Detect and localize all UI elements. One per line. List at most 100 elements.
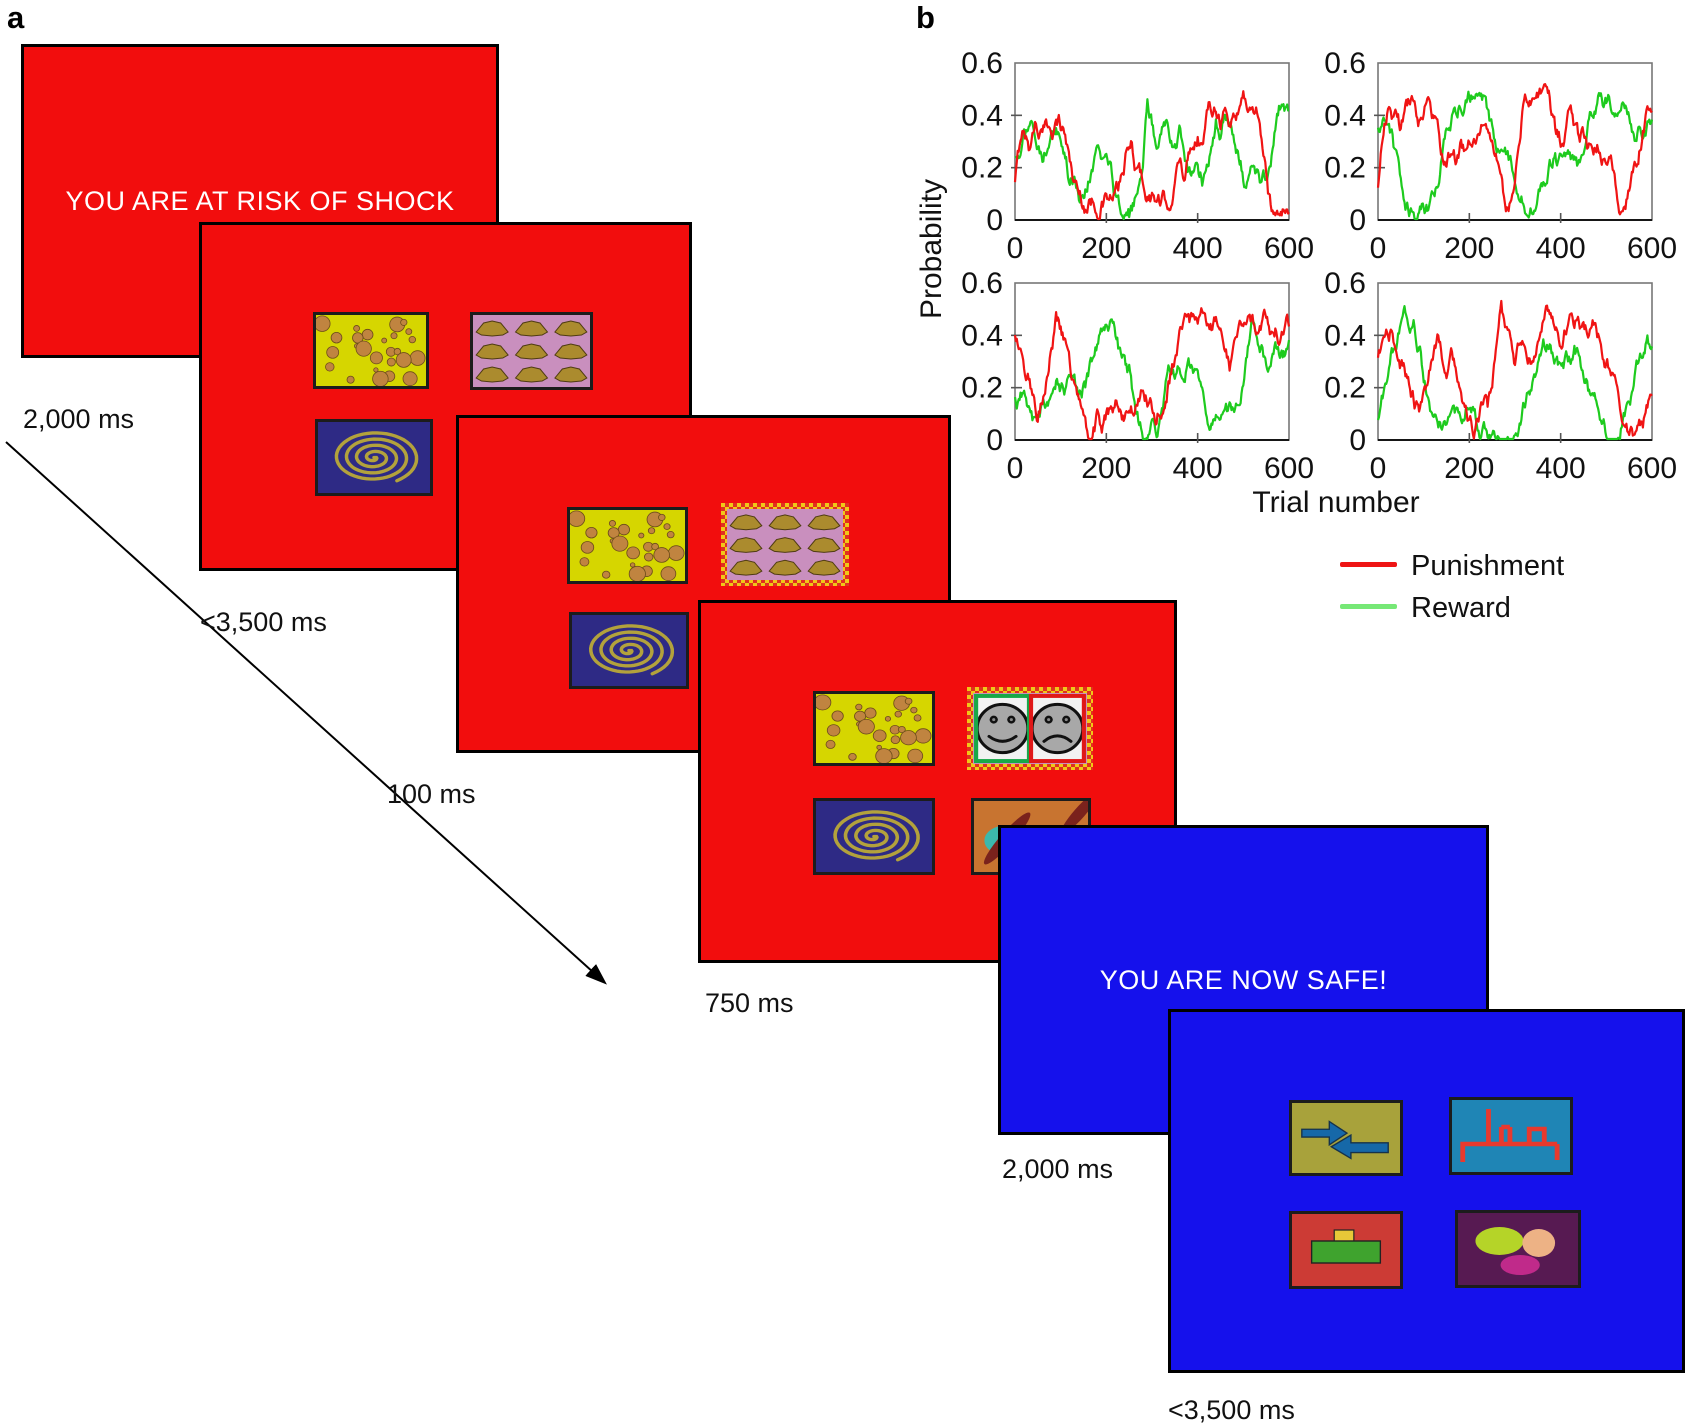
dot bbox=[330, 331, 343, 344]
pie-shape bbox=[807, 559, 841, 576]
reward-legend-swatch bbox=[1340, 604, 1397, 609]
dot bbox=[585, 526, 598, 539]
dot bbox=[316, 315, 331, 332]
pie-shape bbox=[729, 514, 763, 531]
dot bbox=[660, 566, 677, 581]
dot bbox=[658, 513, 666, 521]
y-tick-label: 0.4 bbox=[961, 319, 1003, 352]
eye-center bbox=[992, 718, 996, 722]
stimulus-dots bbox=[313, 312, 429, 389]
pie-shape bbox=[554, 343, 588, 360]
sad-mouth bbox=[1042, 734, 1073, 743]
dot bbox=[607, 527, 620, 539]
pies-art bbox=[727, 509, 843, 580]
panel-a-label: a bbox=[7, 0, 25, 35]
y-tick-label: 0.4 bbox=[961, 99, 1003, 132]
dot bbox=[894, 710, 902, 718]
skyline-lines bbox=[1460, 1109, 1560, 1162]
y-tick-label: 0.2 bbox=[961, 152, 1003, 185]
dot bbox=[405, 328, 413, 335]
pie-shape bbox=[807, 514, 841, 531]
dots-art bbox=[816, 694, 932, 763]
pie-shape bbox=[554, 366, 588, 383]
stimulus-spiral bbox=[315, 419, 433, 496]
dot bbox=[608, 520, 616, 527]
left-arrow bbox=[1329, 1133, 1389, 1160]
reward-line bbox=[1014, 98, 1290, 221]
dot bbox=[884, 716, 891, 722]
dot bbox=[666, 531, 675, 539]
dot bbox=[346, 375, 355, 384]
spiral-curve bbox=[833, 810, 920, 862]
stimulus-blocks bbox=[1289, 1211, 1403, 1289]
chart-bottom-left: 0 0.2 0.4 0.6 0 200 400 600 bbox=[961, 267, 1314, 485]
dot bbox=[897, 726, 906, 734]
dot bbox=[629, 562, 636, 568]
pies-art bbox=[473, 315, 590, 387]
happy-frame bbox=[974, 693, 1032, 764]
green-block bbox=[1310, 1240, 1382, 1264]
punishment-legend-label: Punishment bbox=[1411, 550, 1565, 582]
magenta-ellipse bbox=[1500, 1255, 1540, 1275]
dot bbox=[848, 753, 857, 761]
x-tick-label: 400 bbox=[1536, 452, 1586, 485]
punishment-line bbox=[1376, 299, 1653, 440]
pie-shape bbox=[768, 559, 802, 576]
dot bbox=[626, 546, 640, 560]
plot-border bbox=[1377, 62, 1653, 221]
reward-line bbox=[1376, 305, 1654, 441]
x-tick-label: 0 bbox=[1370, 232, 1387, 265]
y-tick-label: 0.6 bbox=[1324, 47, 1366, 80]
stimulus-pies bbox=[470, 312, 593, 390]
dot bbox=[352, 332, 364, 344]
dot bbox=[890, 735, 901, 745]
x-tick-label: 600 bbox=[1264, 452, 1314, 485]
duration-label: <3,500 ms bbox=[200, 607, 327, 637]
dot bbox=[857, 718, 875, 735]
pie-shape bbox=[514, 366, 549, 383]
x-tick-label: 400 bbox=[1173, 232, 1223, 265]
x-tick-label: 0 bbox=[1007, 232, 1024, 265]
duration-label: 2,000 ms bbox=[1002, 1154, 1114, 1184]
eye-center bbox=[1047, 718, 1051, 722]
x-tick-label: 600 bbox=[1264, 232, 1314, 265]
pie-shape bbox=[729, 537, 763, 553]
spiral-curve bbox=[334, 431, 419, 483]
dot bbox=[402, 371, 418, 386]
happy-face bbox=[975, 702, 1030, 755]
punishment-line bbox=[1376, 83, 1653, 216]
duration-label: 750 ms bbox=[705, 988, 794, 1018]
y-tick-label: 0.4 bbox=[1324, 319, 1366, 352]
dot bbox=[570, 510, 586, 527]
dot bbox=[638, 532, 645, 539]
pie-shape bbox=[475, 343, 509, 360]
dot bbox=[864, 707, 877, 719]
happy-mouth bbox=[987, 734, 1018, 743]
stimulus-spiral bbox=[569, 612, 689, 689]
stimulus-dots bbox=[813, 691, 935, 766]
x-axis-title: Trial number bbox=[1252, 486, 1420, 519]
chart-top-left: 0 0.2 0.4 0.6 0 200 400 600 bbox=[961, 47, 1314, 265]
dot bbox=[369, 351, 383, 365]
reward-legend-label: Reward bbox=[1411, 592, 1511, 624]
dot bbox=[900, 730, 917, 746]
dot bbox=[373, 367, 379, 373]
x-tick-label: 200 bbox=[1444, 232, 1494, 265]
dot bbox=[395, 352, 412, 368]
dot bbox=[393, 347, 402, 356]
dot bbox=[651, 542, 659, 551]
stimulus-ellipses bbox=[1455, 1210, 1581, 1288]
dot bbox=[825, 739, 836, 749]
dot bbox=[601, 570, 611, 579]
stimulus-skyline bbox=[1449, 1097, 1573, 1175]
spiral-curve bbox=[588, 624, 675, 676]
stimulus-spiral bbox=[813, 798, 935, 875]
dot bbox=[325, 362, 335, 372]
screen-outcome bbox=[698, 600, 1177, 963]
y-tick-label: 0 bbox=[1349, 424, 1366, 457]
dot bbox=[826, 724, 841, 737]
y-tick-label: 0.2 bbox=[1324, 372, 1366, 405]
x-tick-label: 0 bbox=[1370, 452, 1387, 485]
y-tick-label: 0.2 bbox=[961, 372, 1003, 405]
duration-label: 100 ms bbox=[387, 779, 476, 809]
